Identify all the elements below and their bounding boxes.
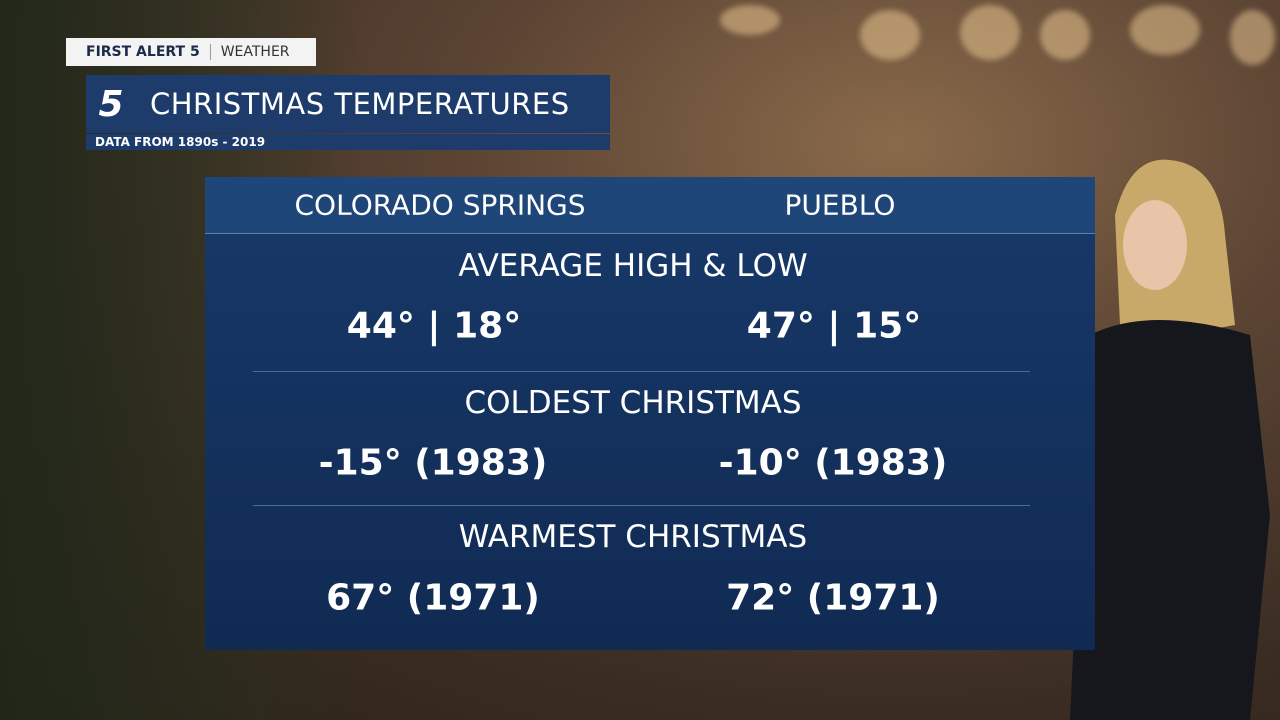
value: 44° | 18° bbox=[346, 305, 522, 347]
brand-tag: FIRST ALERT 5 WEATHER bbox=[66, 38, 316, 66]
bokeh bbox=[1040, 10, 1090, 60]
bokeh bbox=[1230, 10, 1275, 65]
logo: 5 bbox=[98, 83, 124, 125]
title-box: 5 CHRISTMAS TEMPERATURES bbox=[86, 75, 610, 133]
bokeh bbox=[1130, 5, 1200, 55]
bokeh bbox=[720, 5, 780, 35]
section-label: WARMEST CHRISTMAS bbox=[458, 519, 808, 555]
subtitle: DATA FROM 1890s - 2019 bbox=[86, 134, 610, 150]
divider bbox=[253, 505, 1030, 506]
section-label: AVERAGE HIGH & LOW bbox=[458, 248, 808, 284]
value: 47° | 15° bbox=[746, 305, 922, 347]
section-label: COLDEST CHRISTMAS bbox=[464, 385, 802, 421]
table-panel bbox=[205, 177, 1095, 650]
value: 72° (1971) bbox=[726, 577, 940, 619]
presenter bbox=[1040, 159, 1270, 720]
column-header: COLORADO SPRINGS bbox=[294, 188, 586, 222]
section: WEATHER bbox=[220, 44, 290, 60]
table-header bbox=[205, 177, 1095, 234]
value: -10° (1983) bbox=[718, 442, 948, 484]
column-header: PUEBLO bbox=[784, 188, 896, 222]
divider bbox=[253, 371, 1030, 372]
bokeh bbox=[960, 5, 1020, 60]
brand: FIRST ALERT 5 bbox=[66, 44, 211, 60]
bokeh bbox=[860, 10, 920, 60]
value: -15° (1983) bbox=[318, 442, 548, 484]
value: 67° (1971) bbox=[326, 577, 540, 619]
title: CHRISTMAS TEMPERATURES bbox=[150, 87, 570, 121]
